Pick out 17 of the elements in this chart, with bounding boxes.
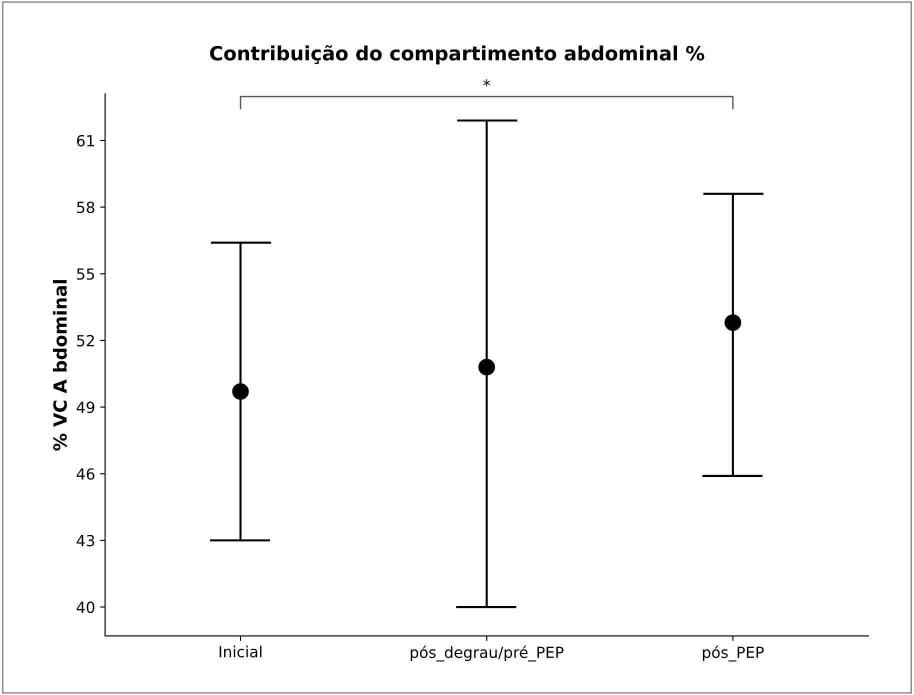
text: * [483,79,490,86]
x-tick-label: pós_degrau/pré_PEP [410,646,564,662]
chart-title: Contribuição do compartimento abdominal % [210,45,704,64]
y-tick-label: 46 [76,468,94,480]
y-tick-label: 40 [76,602,94,614]
y-axis-title: % VC A bdominal [52,280,67,451]
y-tick-label: 61 [77,134,94,147]
x-tick-label: Inicial [220,646,262,658]
point [724,314,742,331]
y-tick-label: 52 [77,334,94,346]
y-tick-label: 49 [76,402,94,414]
y-tick-label: 55 [77,268,94,280]
point [232,383,249,400]
y-tick-label: 58 [77,202,94,214]
point [478,358,496,376]
y-tick-label: 43 [76,534,94,546]
x-tick-label: pós_PEP [702,646,764,662]
